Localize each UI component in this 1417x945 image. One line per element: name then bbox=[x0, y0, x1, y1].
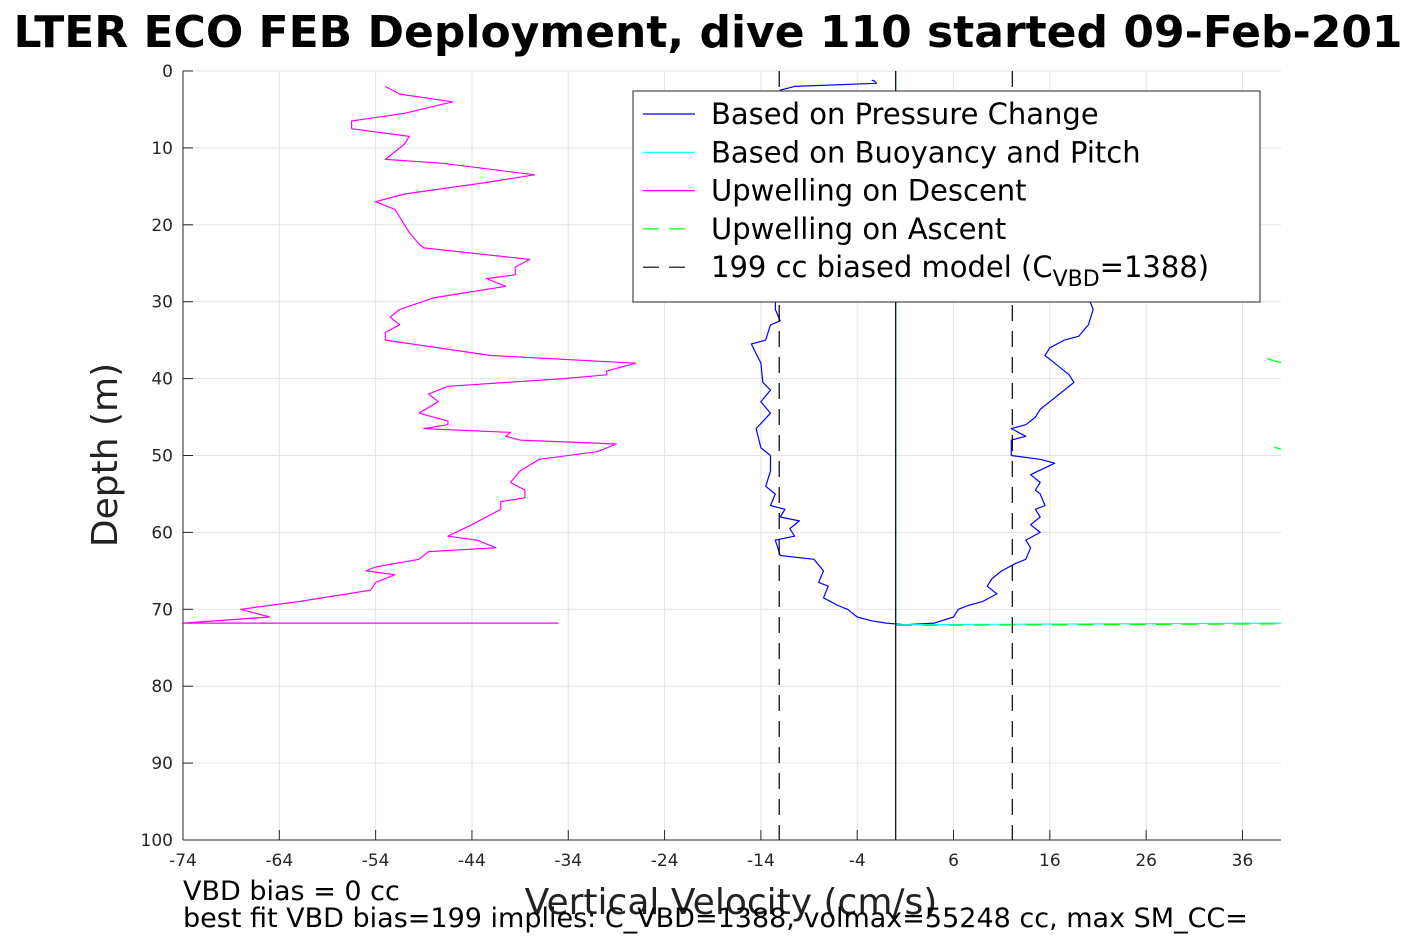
x-tick-label-6: -14 bbox=[747, 851, 775, 871]
legend-label-3: Upwelling on Ascent bbox=[711, 212, 1006, 246]
y-tick-label-6: 60 bbox=[151, 523, 173, 543]
x-tick-label-5: -24 bbox=[651, 851, 679, 871]
x-tick-label-9: 16 bbox=[1039, 851, 1061, 871]
footer-best-fit: best fit VBD bias=199 implies: C_VBD=138… bbox=[183, 903, 1248, 934]
series-line-0 bbox=[750, 79, 1094, 626]
x-tick-label-11: 36 bbox=[1232, 851, 1254, 871]
legend-label-2: Upwelling on Descent bbox=[711, 174, 1027, 208]
legend-label-4: 199 cc biased model (CVBD=1388) bbox=[711, 250, 1209, 292]
x-tick-label-10: 26 bbox=[1135, 851, 1157, 871]
x-tick-label-0: -74 bbox=[169, 851, 197, 871]
x-axis-label: Vertical Velocity (cm/s) bbox=[525, 882, 938, 923]
y-tick-label-9: 90 bbox=[151, 754, 173, 774]
y-tick-label-5: 50 bbox=[151, 447, 173, 467]
series-line-3 bbox=[895, 623, 1281, 627]
series-line-2 bbox=[183, 85, 637, 624]
y-tick-label-10: 100 bbox=[141, 831, 173, 851]
y-tick-label-0: 0 bbox=[162, 62, 173, 82]
legend-label-0: Based on Pressure Change bbox=[711, 97, 1099, 131]
series-line-4 bbox=[1266, 358, 1281, 364]
series-line-5 bbox=[1274, 446, 1281, 450]
x-tick-label-7: -4 bbox=[849, 851, 866, 871]
x-tick-label-1: -64 bbox=[265, 851, 293, 871]
y-tick-label-7: 70 bbox=[151, 600, 173, 620]
legend-label-1: Based on Buoyancy and Pitch bbox=[711, 135, 1141, 169]
y-tick-label-2: 20 bbox=[151, 216, 173, 236]
x-tick-label-3: -44 bbox=[458, 851, 486, 871]
x-tick-label-2: -54 bbox=[362, 851, 390, 871]
y-tick-label-4: 40 bbox=[151, 370, 173, 390]
axes bbox=[182, 70, 1281, 841]
y-tick-label-3: 30 bbox=[151, 293, 173, 313]
legend-box bbox=[632, 90, 1261, 303]
y-tick-label-1: 10 bbox=[151, 139, 173, 159]
legend: Based on Pressure Change Based on Buoyanc… bbox=[632, 90, 1261, 303]
tick-labels: -74 -64 -54 -44 -34 -24 -14 -4 6 16 26 36 0 10 20 30 40 5… bbox=[141, 62, 1254, 871]
chart-title: LTER ECO FEB Deployment, dive 110 starte… bbox=[13, 7, 1402, 58]
y-axis-label: Depth (m) bbox=[85, 363, 126, 547]
x-tick-label-4: -34 bbox=[554, 851, 582, 871]
x-tick-label-8: 6 bbox=[948, 851, 959, 871]
y-tick-label-8: 80 bbox=[151, 677, 173, 697]
footer-vbd-bias: VBD bias = 0 cc bbox=[183, 876, 400, 907]
